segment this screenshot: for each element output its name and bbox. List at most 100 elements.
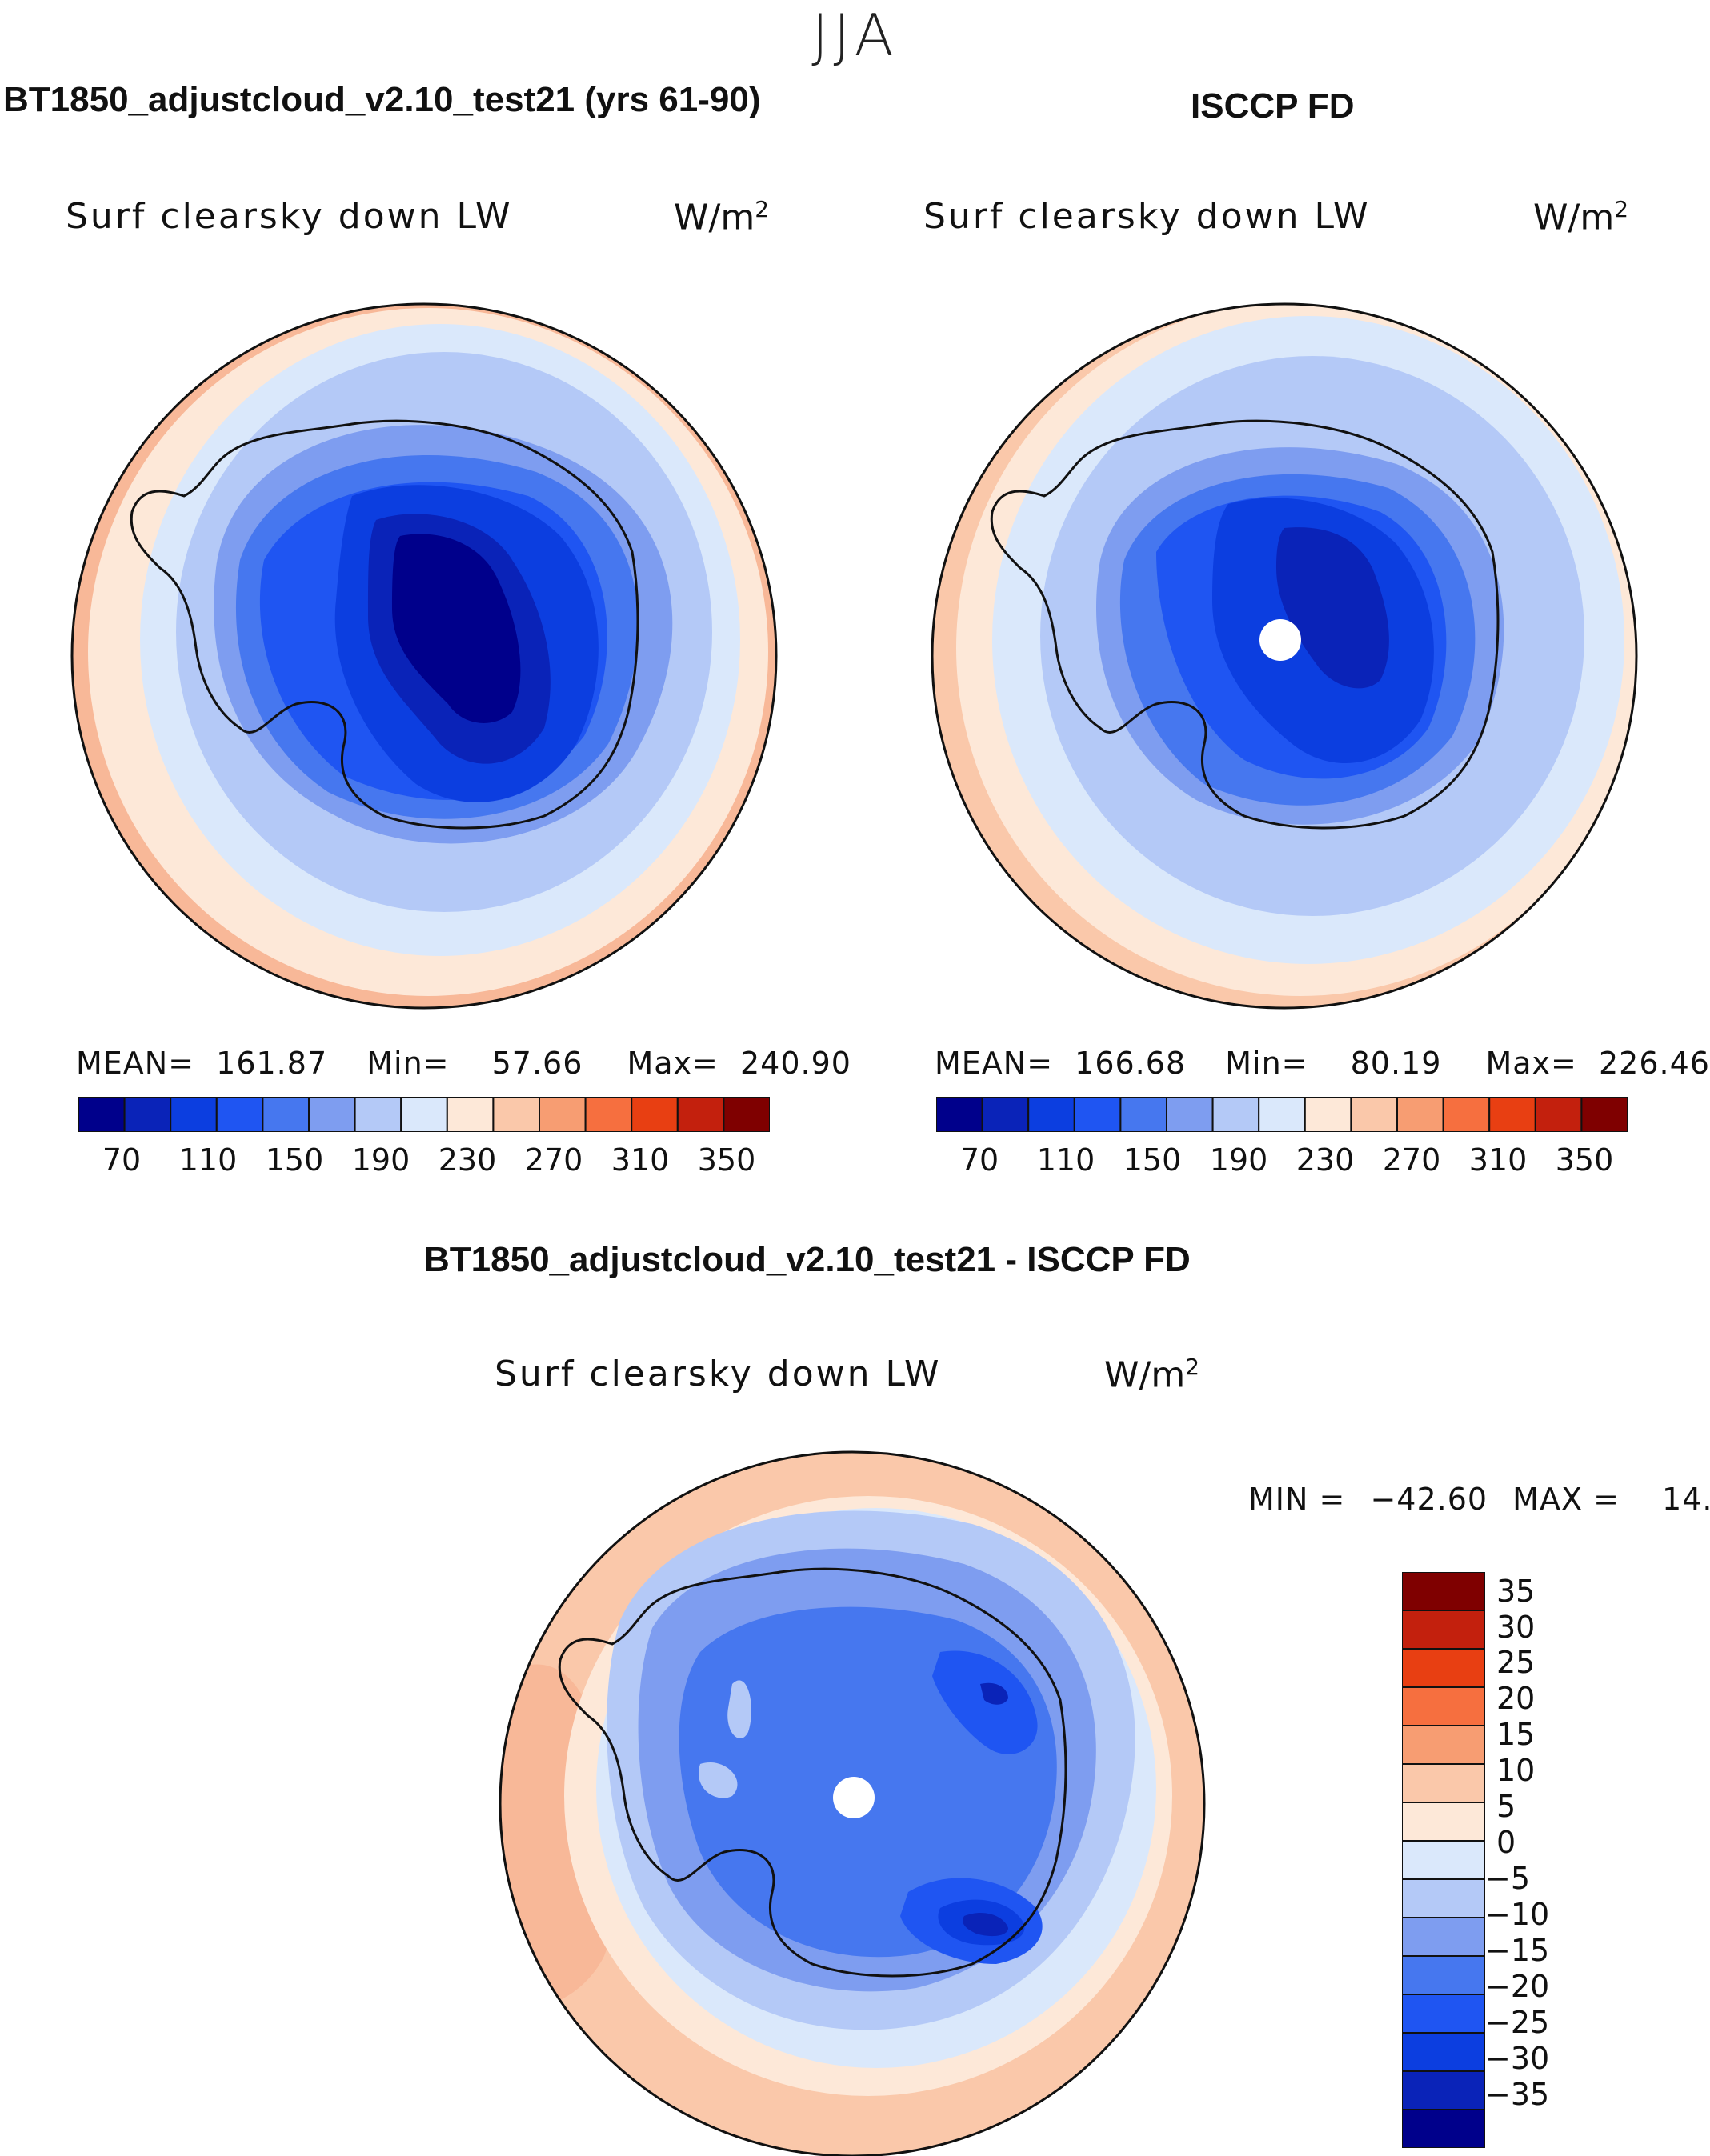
panel-3-min-label: MIN =: [1248, 1482, 1346, 1517]
panel-3-tick: 30: [1496, 1610, 1536, 1645]
panel-1-min-value: 57.66: [491, 1046, 583, 1081]
panel-3-units: W/m2: [1104, 1354, 1200, 1396]
panel-3-band-m30: [963, 1912, 1008, 1937]
panel-1-max-label: Max=: [627, 1046, 719, 1081]
panel-1-map-border: [70, 302, 778, 1010]
panel-2-stats: MEAN= 166.68 Min= 80.19 Max= 226.46: [935, 1046, 1710, 1081]
colorbar-swatch: [1402, 2070, 1485, 2110]
panel-1-stats: MEAN= 161.87 Min= 57.66 Max= 240.90: [76, 1046, 851, 1081]
colorbar-swatch: [400, 1097, 448, 1132]
panel-3-tick: −35: [1485, 2077, 1550, 2112]
panel-3-colorbar: [1402, 1572, 1485, 2148]
panel-1-antarctica-coastline: [130, 419, 639, 830]
panel-2-tick: 190: [1209, 1142, 1268, 1178]
colorbar-swatch: [1488, 1097, 1536, 1132]
colorbar-swatch: [1402, 1763, 1485, 1803]
colorbar-swatch: [1402, 1917, 1485, 1957]
panel-3-band-m35: [980, 1682, 1008, 1705]
panel-3-tick: −10: [1485, 1897, 1550, 1932]
colorbar-swatch: [1534, 1097, 1583, 1132]
colorbar-swatch: [936, 1097, 983, 1132]
colorbar-swatch: [981, 1097, 1030, 1132]
panel-2-tick: 230: [1296, 1142, 1355, 1178]
panel-3-tick: −30: [1485, 2041, 1550, 2076]
panel-1-tick: 70: [102, 1142, 142, 1178]
colorbar-swatch: [354, 1097, 402, 1132]
panel-3-pole-hole: [833, 1777, 875, 1818]
colorbar-swatch: [1402, 1955, 1485, 1995]
colorbar-swatch: [1027, 1097, 1075, 1132]
colorbar-swatch: [1402, 2109, 1485, 2148]
colorbar-swatch: [1073, 1097, 1122, 1132]
colorbar-swatch: [1258, 1097, 1306, 1132]
panel-1-mean-value: 161.87: [216, 1046, 328, 1081]
colorbar-swatch: [1580, 1097, 1628, 1132]
colorbar-swatch: [1442, 1097, 1491, 1132]
panel-3-max-label: MAX =: [1512, 1482, 1620, 1517]
panel-3-tick: −20: [1485, 1969, 1550, 2004]
colorbar-swatch: [1119, 1097, 1167, 1132]
panel-1-colorbar: [78, 1097, 770, 1132]
panel-3-variable-label: Surf clearsky down LW: [495, 1354, 942, 1394]
colorbar-swatch: [1396, 1097, 1444, 1132]
panel-1-polar-map: [70, 302, 778, 1010]
colorbar-swatch: [1402, 2032, 1485, 2072]
panel-3-tick: 15: [1496, 1717, 1536, 1752]
panel-2-polar-map: [931, 302, 1638, 1010]
panel-3-tick: 20: [1496, 1681, 1536, 1716]
panel-2-pole-hole: [1259, 619, 1301, 661]
panel-3-tick: 35: [1496, 1574, 1536, 1609]
panel-3-tick: −5: [1485, 1861, 1531, 1896]
colorbar-swatch: [215, 1097, 264, 1132]
colorbar-swatch: [1402, 1840, 1485, 1880]
panel-3-tick: −15: [1485, 1933, 1550, 1968]
colorbar-swatch: [1402, 1994, 1485, 2034]
panel-2-title: ISCCP FD: [1191, 86, 1355, 126]
colorbar-swatch: [584, 1097, 633, 1132]
panel-1-variable-label: Surf clearsky down LW: [66, 196, 513, 237]
panel-3-tick: 10: [1496, 1753, 1536, 1788]
colorbar-swatch: [1402, 1572, 1485, 1611]
colorbar-swatch: [631, 1097, 679, 1132]
panel-2-units: W/m2: [1533, 196, 1629, 238]
panel-3-title: BT1850_adjustcloud_v2.10_test21 - ISCCP …: [424, 1240, 1191, 1279]
colorbar-swatch: [1402, 1725, 1485, 1765]
panel-3-colorbar-ticks: 35 30 25 20 15 10 5 0 −5 −10 −15 −20 −25…: [1485, 1572, 1592, 2148]
colorbar-swatch: [262, 1097, 310, 1132]
panel-3-band-light: [727, 1680, 751, 1739]
panel-2-colorbar-ticks: 70 110 150 190 230 270 310 350: [936, 1142, 1628, 1181]
panel-2-mean-value: 166.68: [1075, 1046, 1187, 1081]
panel-2-tick: 70: [959, 1142, 999, 1178]
panel-2-min-label: Min=: [1225, 1046, 1308, 1081]
panel-1-tick: 150: [265, 1142, 324, 1178]
panel-2-tick: 110: [1036, 1142, 1095, 1178]
colorbar-swatch: [446, 1097, 495, 1132]
panel-2-antarctica-coastline: [990, 419, 1500, 830]
colorbar-swatch: [123, 1097, 172, 1132]
colorbar-swatch: [1350, 1097, 1399, 1132]
panel-3-tick: −25: [1485, 2005, 1550, 2040]
colorbar-swatch: [1402, 1802, 1485, 1842]
colorbar-swatch: [1402, 1610, 1485, 1650]
panel-2-tick: 270: [1382, 1142, 1441, 1178]
panel-1-colorbar-ticks: 70 110 150 190 230 270 310 350: [78, 1142, 770, 1181]
panel-3-tick: 5: [1496, 1789, 1516, 1824]
panel-3-min-value: −42.60: [1370, 1482, 1488, 1517]
panel-1-tick: 350: [697, 1142, 756, 1178]
colorbar-swatch: [1402, 1878, 1485, 1918]
colorbar-swatch: [492, 1097, 541, 1132]
panel-2-tick: 150: [1123, 1142, 1182, 1178]
panel-1-tick: 270: [524, 1142, 583, 1178]
colorbar-swatch: [1304, 1097, 1352, 1132]
panel-1-min-label: Min=: [366, 1046, 450, 1081]
colorbar-swatch: [170, 1097, 218, 1132]
panel-2-mean-label: MEAN=: [935, 1046, 1054, 1081]
panel-2-tick: 350: [1555, 1142, 1614, 1178]
panel-3-polar-map: [499, 1450, 1206, 2156]
colorbar-swatch: [1402, 1648, 1485, 1688]
colorbar-swatch: [539, 1097, 587, 1132]
colorbar-swatch: [723, 1097, 770, 1132]
colorbar-swatch: [308, 1097, 356, 1132]
panel-1-band-min: [392, 534, 521, 723]
panel-1-tick: 230: [438, 1142, 497, 1178]
